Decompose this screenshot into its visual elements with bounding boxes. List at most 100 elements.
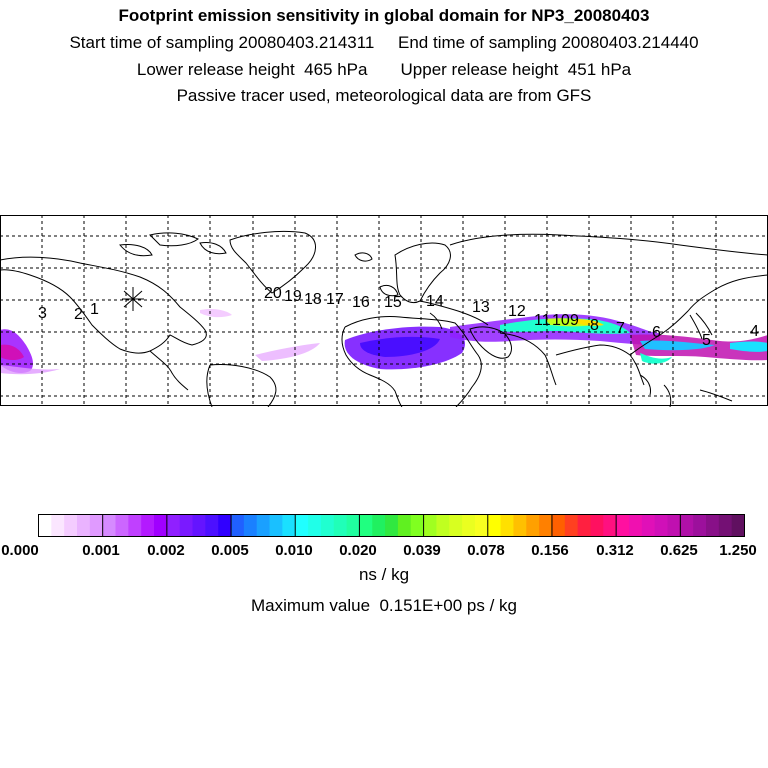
track-labels: 3 2 1 20 19 18 17 16 15 14 13 12 11 10 9… — [38, 285, 759, 349]
colorbar-tick-label: 1.250 — [719, 542, 757, 559]
track-label: 5 — [702, 332, 711, 349]
track-label: 13 — [472, 299, 490, 316]
track-label: 15 — [384, 294, 402, 311]
colorbar-cell — [102, 514, 117, 537]
colorbar-cell — [128, 514, 142, 537]
colorbar-cell — [693, 514, 707, 537]
track-label: 19 — [284, 288, 302, 305]
colorbar-cell — [410, 514, 425, 537]
track-label: 12 — [508, 303, 526, 320]
colorbar-tick-label: 0.000 — [1, 542, 39, 559]
colorbar-tick-label: 0.078 — [467, 542, 505, 559]
colorbar-cell — [474, 514, 489, 537]
tracer-info-line: Passive tracer used, meteorological data… — [176, 86, 592, 105]
maximum-value-note: Maximum value 0.151E+00 ps / kg — [251, 596, 517, 615]
footprint-map: 3 2 1 20 19 18 17 16 15 14 13 12 11 10 9… — [0, 215, 768, 407]
colorbar-cell — [38, 514, 52, 537]
track-label: 9 — [570, 312, 579, 329]
colorbar-cell — [628, 514, 643, 537]
colorbar-cell — [462, 514, 476, 537]
colorbar-frame — [38, 514, 745, 537]
colorbar-cell — [51, 514, 65, 537]
colorbar-cell — [166, 514, 181, 537]
colorbar-cell — [397, 514, 412, 537]
colorbar-cell — [539, 514, 553, 537]
track-label: 11 — [534, 312, 551, 329]
colorbar-cell — [603, 514, 617, 537]
colorbar-tick-label: 0.156 — [531, 542, 569, 559]
release-height-line: Lower release height 465 hPa Upper relea… — [136, 60, 632, 79]
colorbar-tick-label: 0.002 — [147, 542, 185, 559]
track-label: 17 — [326, 291, 344, 308]
colorbar-tick-label: 0.005 — [211, 542, 249, 559]
colorbar-cell — [551, 514, 566, 537]
track-label: 16 — [352, 294, 370, 311]
plot-title: Footprint emission sensitivity in global… — [118, 6, 650, 25]
colorbar-cell — [346, 514, 360, 537]
colorbar: 0.000 0.001 0.002 0.005 0.010 0.020 0.03… — [1, 514, 757, 559]
colorbar-units: ns / kg — [358, 565, 410, 584]
sampling-time-line: Start time of sampling 20080403.214311 E… — [69, 33, 699, 52]
track-label: 6 — [652, 324, 661, 341]
colorbar-cell — [179, 514, 194, 537]
coastlines — [0, 230, 768, 407]
colorbar-tick-label: 0.625 — [660, 542, 698, 559]
colorbar-tick-label: 0.010 — [275, 542, 313, 559]
colorbar-cell — [385, 514, 399, 537]
colorbar-cell — [320, 514, 335, 537]
colorbar-cell — [436, 514, 450, 537]
track-label: 2 — [74, 306, 83, 323]
colorbar-cell — [680, 514, 694, 537]
colorbar-tick-label: 0.039 — [403, 542, 441, 559]
graticule — [0, 215, 768, 407]
track-label: 10 — [552, 312, 570, 329]
colorbar-cell — [564, 514, 579, 537]
colorbar-cell — [295, 514, 309, 537]
colorbar-cell — [256, 514, 271, 537]
track-label: 18 — [304, 291, 322, 308]
track-label: 3 — [38, 305, 47, 322]
colorbar-cell — [141, 514, 155, 537]
colorbar-cell — [192, 514, 206, 537]
track-label: 20 — [264, 285, 282, 302]
track-label: 14 — [426, 293, 444, 310]
colorbar-cell — [500, 514, 514, 537]
colorbar-cell — [89, 514, 104, 537]
colorbar-cell — [359, 514, 373, 537]
colorbar-cell — [577, 514, 591, 537]
colorbar-cell — [705, 514, 720, 537]
colorbar-cell — [590, 514, 604, 537]
colorbar-cell — [243, 514, 258, 537]
colorbar-tick-label: 0.001 — [82, 542, 120, 559]
colorbar-tick-label: 0.020 — [339, 542, 377, 559]
colorbar-cell — [526, 514, 540, 537]
sensitivity-plume — [0, 308, 768, 375]
colorbar-cell — [64, 514, 78, 537]
colorbar-cell — [205, 514, 219, 537]
colorbar-cell — [513, 514, 527, 537]
colorbar-cell — [654, 514, 668, 537]
colorbar-cell — [487, 514, 502, 537]
colorbar-cell — [449, 514, 463, 537]
track-label: 8 — [590, 317, 599, 334]
colorbar-tick-label: 0.312 — [596, 542, 634, 559]
colorbar-cell — [641, 514, 656, 537]
colorbar-cells — [38, 514, 745, 537]
track-label: 7 — [616, 320, 625, 337]
colorbar-cell — [731, 514, 745, 537]
track-label: 1 — [90, 301, 99, 318]
colorbar-cell — [154, 514, 168, 537]
colorbar-cell — [308, 514, 322, 537]
release-point-marker — [122, 287, 144, 311]
colorbar-cell — [718, 514, 733, 537]
colorbar-cell — [333, 514, 348, 537]
colorbar-cell — [616, 514, 630, 537]
colorbar-cell — [372, 514, 386, 537]
colorbar-cell — [218, 514, 232, 537]
colorbar-cell — [667, 514, 681, 537]
colorbar-cell — [231, 514, 245, 537]
colorbar-cell — [269, 514, 283, 537]
colorbar-cell — [77, 514, 91, 537]
track-label: 4 — [750, 323, 759, 340]
colorbar-cell — [115, 514, 129, 537]
